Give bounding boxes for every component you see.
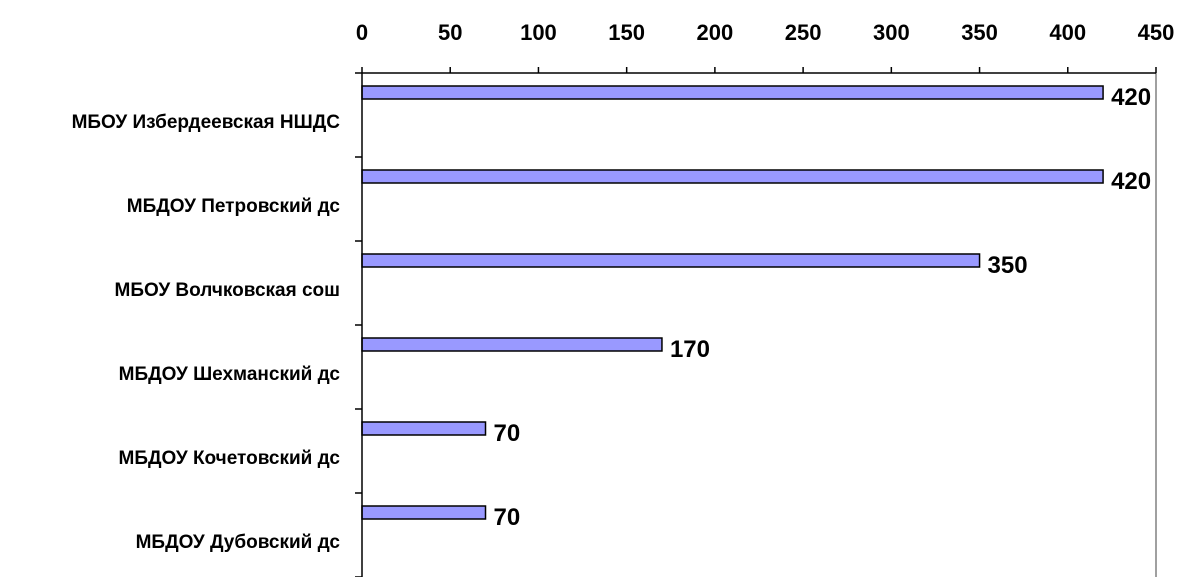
data-label: 350 <box>988 252 1028 279</box>
x-tick-label: 450 <box>1138 20 1175 45</box>
category-label: МБОУ Избердеевская НШДС <box>72 112 341 133</box>
category-label: МБДОУ Петровский дс <box>127 196 341 217</box>
bar <box>361 337 663 352</box>
x-tick-label: 300 <box>873 20 910 45</box>
bar <box>361 253 981 268</box>
bars <box>361 85 1104 520</box>
x-tick-label: 50 <box>438 20 462 45</box>
bar <box>361 421 487 436</box>
data-labels: 420 420 350 170 70 70 <box>494 84 1152 531</box>
x-tick-label: 0 <box>356 20 368 45</box>
category-label: МБДОУ Шехманский дс <box>119 364 341 385</box>
x-tick-label: 400 <box>1049 20 1086 45</box>
x-tick-label: 100 <box>520 20 557 45</box>
bar <box>361 85 1104 100</box>
x-axis-ticks: 0 50 100 150 200 250 300 350 400 450 <box>355 20 1174 577</box>
data-label: 170 <box>670 336 710 363</box>
bar <box>361 505 487 520</box>
data-label: 420 <box>1111 84 1151 111</box>
x-tick-label: 250 <box>785 20 822 45</box>
data-label: 70 <box>494 504 521 531</box>
data-label: 420 <box>1111 168 1151 195</box>
bar <box>361 169 1104 184</box>
x-tick-label: 350 <box>961 20 998 45</box>
data-label: 70 <box>494 420 521 447</box>
x-tick-label: 150 <box>608 20 645 45</box>
x-tick-label: 200 <box>697 20 734 45</box>
category-label: МБДОУ Дубовский дс <box>136 532 341 553</box>
category-label: МБДОУ Кочетовский дс <box>119 448 341 469</box>
category-labels: МБОУ Избердеевская НШДС МБДОУ Петровский … <box>72 112 341 553</box>
category-label: МБОУ Волчковская сош <box>115 280 340 301</box>
